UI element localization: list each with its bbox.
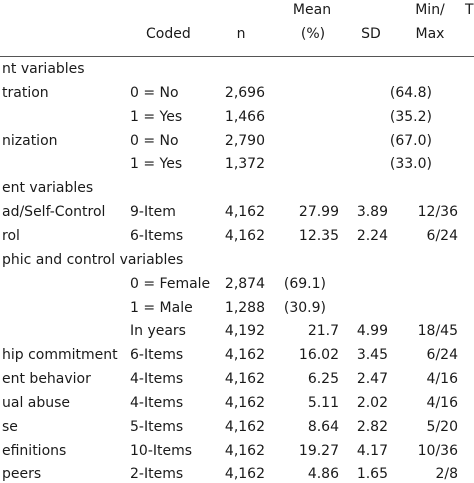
cell-mean: 4.86: [307, 466, 339, 483]
cell-coded: 2-Items: [130, 466, 184, 483]
cell-label: efinitions: [2, 442, 67, 459]
cell-coded: 10-Items: [130, 442, 193, 459]
cell-minmax: 4/16: [426, 371, 458, 388]
header-mean-line1: Mean: [292, 2, 332, 18]
cell-label: nization: [2, 132, 58, 149]
cell-sd: 1.65: [356, 466, 388, 483]
cell-label: tration: [2, 84, 49, 101]
cell-mean: 8.64: [307, 418, 339, 435]
cell-label: ent variables: [2, 180, 94, 197]
cell-coded: 1 = Yes: [130, 108, 183, 125]
cell-label: se: [2, 418, 18, 435]
cell-sd: 2.02: [356, 394, 388, 411]
cell-minmax: (33.0): [389, 156, 432, 173]
cell-minmax: 6/24: [426, 347, 458, 364]
cell-sd: 3.45: [356, 347, 388, 364]
cell-minmax: 6/24: [426, 227, 458, 244]
cell-n: 4,162: [224, 394, 265, 411]
cell-sd: 2.82: [356, 418, 388, 435]
header-coded: Coded: [146, 26, 191, 42]
cell-mean: 19.27: [298, 442, 339, 459]
cell-coded: In years: [130, 323, 186, 340]
cell-sd: 4.17: [356, 442, 388, 459]
cell-minmax: (67.0): [389, 132, 432, 149]
cell-n: 1,372: [224, 156, 265, 173]
cell-mean: (69.1): [283, 275, 326, 292]
cell-label: phic and control variables: [2, 251, 184, 268]
cell-minmax: 5/20: [426, 418, 458, 435]
cell-n: 4,162: [224, 466, 265, 483]
cell-n: 2,790: [224, 132, 265, 149]
cell-coded: 9-Item: [130, 204, 176, 221]
cell-coded: 1 = Male: [130, 299, 193, 316]
cell-coded: 0 = Female: [130, 275, 211, 292]
cell-minmax: 2/8: [435, 466, 458, 483]
cell-coded: 4-Items: [130, 394, 184, 411]
cell-sd: 4.99: [356, 323, 388, 340]
cell-n: 4,162: [224, 418, 265, 435]
cell-label: nt variables: [2, 61, 85, 77]
cell-minmax: 12/36: [417, 204, 458, 221]
cell-sd: 2.47: [356, 371, 388, 388]
cell-n: 1,288: [224, 299, 265, 316]
cell-label: ent behavior: [2, 371, 91, 388]
cell-label: ad/Self-Control: [2, 204, 106, 221]
cell-n: 4,162: [224, 442, 265, 459]
cell-label: ual abuse: [2, 394, 71, 411]
cell-n: 4,192: [224, 323, 265, 340]
cell-minmax: (64.8): [389, 84, 432, 101]
header-sd: SD: [361, 26, 381, 42]
cell-coded: 6-Items: [130, 347, 184, 364]
cell-n: 4,162: [224, 347, 265, 364]
cell-coded: 0 = No: [130, 132, 179, 149]
cell-mean: 12.35: [298, 227, 339, 244]
cell-minmax: 10/36: [417, 442, 458, 459]
header-minmax-line1: Min/: [415, 2, 445, 18]
cell-coded: 4-Items: [130, 371, 184, 388]
cell-n: 2,874: [224, 275, 265, 292]
cell-label: rol: [2, 227, 20, 244]
cell-minmax: (35.2): [389, 108, 432, 125]
cell-n: 2,696: [224, 84, 265, 101]
cell-label: hip commitment: [2, 347, 118, 364]
cell-sd: 2.24: [356, 227, 388, 244]
cell-mean: 21.7: [307, 323, 339, 340]
cell-n: 4,162: [224, 227, 265, 244]
cell-n: 4,162: [224, 371, 265, 388]
cell-n: 4,162: [224, 204, 265, 221]
cell-minmax: 4/16: [426, 394, 458, 411]
cell-minmax: 18/45: [417, 323, 458, 340]
cell-mean: 5.11: [307, 394, 339, 411]
cell-sd: 3.89: [356, 204, 388, 221]
header-minmax-line2: Max: [415, 26, 445, 42]
cell-mean: (30.9): [283, 299, 326, 316]
cell-mean: 27.99: [298, 204, 339, 221]
header-rule: [0, 56, 474, 57]
header-n: n: [236, 26, 246, 42]
cell-mean: 16.02: [298, 347, 339, 364]
cell-coded: 0 = No: [130, 84, 179, 101]
cell-label: peers: [2, 466, 42, 483]
cell-mean: 6.25: [307, 371, 339, 388]
header-cut-column: T: [465, 2, 474, 18]
cell-coded: 1 = Yes: [130, 156, 183, 173]
header-mean-line2: (%): [300, 26, 326, 42]
cell-n: 1,466: [224, 108, 265, 125]
cell-coded: 5-Items: [130, 418, 184, 435]
cell-coded: 6-Items: [130, 227, 184, 244]
